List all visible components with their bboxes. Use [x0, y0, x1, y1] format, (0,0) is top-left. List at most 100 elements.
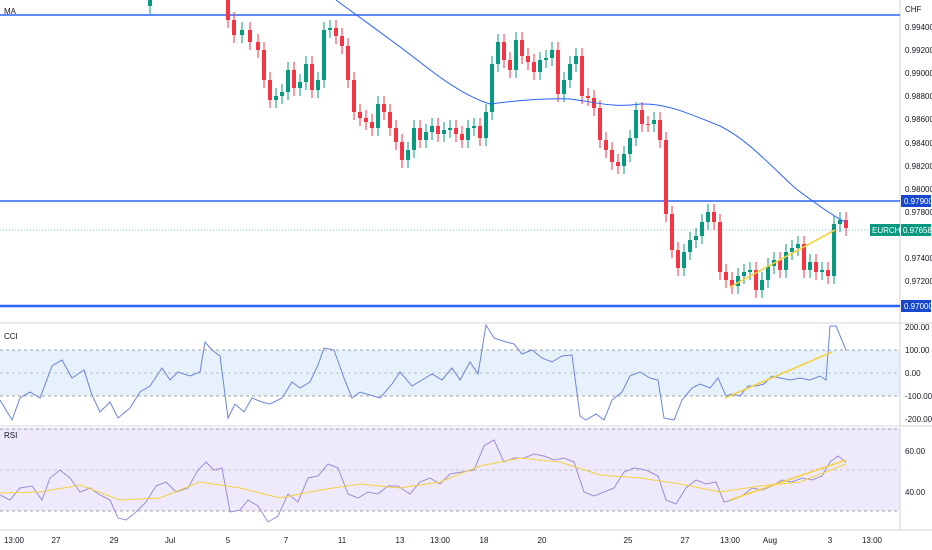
- candle-down: [478, 126, 482, 138]
- time-tick-label: 27: [52, 536, 61, 545]
- candle-up: [688, 240, 692, 252]
- candle-down: [364, 118, 368, 122]
- level-tag-0.970: 0.97000: [904, 302, 932, 311]
- candle-down: [352, 80, 356, 112]
- price-tick-label: 0.98400: [905, 139, 932, 148]
- candle-down: [382, 104, 386, 112]
- candle-down: [394, 128, 398, 142]
- candle-down: [256, 42, 260, 50]
- rsi-tick-label: 40.00: [905, 488, 926, 497]
- candle-up: [832, 224, 836, 276]
- cci-axis: 200.00 100.00 0.00 -100.00 -200.00: [905, 323, 932, 424]
- candle-down: [616, 162, 620, 166]
- candle-up: [496, 42, 500, 64]
- candle-down: [754, 270, 758, 290]
- candle-up: [240, 30, 244, 35]
- cci-tick-label: -100.00: [905, 392, 932, 401]
- candle-up: [694, 236, 698, 240]
- candle-down: [586, 96, 590, 98]
- level-tag-0.979: 0.97900: [904, 197, 932, 206]
- candles-layer: [148, 0, 848, 298]
- candle-up: [622, 154, 626, 166]
- price-tick-label: 0.97400: [905, 254, 932, 263]
- candle-up: [304, 64, 308, 82]
- candle-up: [838, 220, 842, 224]
- candle-down: [418, 128, 422, 140]
- trend-line-cci[interactable]: [724, 351, 833, 399]
- cci-tick-label: -200.00: [905, 415, 932, 424]
- candle-down: [520, 40, 524, 56]
- price-tag-bg: [901, 224, 931, 236]
- candle-down: [436, 126, 440, 134]
- cci-tick-label: 0.00: [905, 369, 921, 378]
- price-tick-label: 0.98600: [905, 115, 932, 124]
- candle-up: [484, 112, 488, 138]
- time-tick-label: 18: [480, 536, 489, 545]
- candle-down: [358, 112, 362, 118]
- trend-line-rsi[interactable]: [729, 459, 847, 501]
- candle-up: [682, 252, 686, 268]
- candle-down: [826, 270, 830, 276]
- candle-up: [550, 50, 554, 58]
- price-tick-label: 0.99200: [905, 46, 932, 55]
- time-tick-label: 29: [110, 536, 119, 545]
- candle-down: [580, 56, 584, 96]
- candle-down: [844, 220, 848, 228]
- candle-down: [718, 222, 722, 272]
- candle-down: [502, 42, 506, 60]
- candle-up: [424, 132, 428, 140]
- time-tick-label: 27: [681, 536, 690, 545]
- cci-tick-label: 100.00: [905, 346, 930, 355]
- candle-down: [670, 214, 674, 250]
- candle-up: [538, 60, 542, 72]
- candle-up: [322, 30, 326, 80]
- candle-down: [340, 36, 344, 46]
- time-tick-label: 20: [538, 536, 547, 545]
- candle-down: [604, 140, 608, 150]
- candle-up: [700, 222, 704, 236]
- candle-up: [736, 276, 740, 286]
- candle-up: [820, 270, 824, 272]
- candle-down: [262, 50, 266, 80]
- rsi-ma-line: [0, 457, 847, 501]
- rsi-band: [0, 428, 900, 511]
- candle-down: [248, 30, 252, 42]
- candle-down: [508, 60, 512, 70]
- cci-label: CCI: [4, 332, 18, 341]
- ma-line: [335, 0, 846, 223]
- candle-down: [730, 280, 734, 286]
- candle-down: [658, 120, 662, 140]
- rsi-label: RSI: [4, 431, 17, 440]
- time-tick-label: 3: [828, 536, 833, 545]
- price-axis: 0.99400 0.99200 0.99000 0.98800 0.98600 0.984…: [905, 23, 932, 286]
- symbol-tag-bg: [870, 224, 900, 236]
- candle-down: [400, 142, 404, 160]
- time-tick-label: 13:00: [862, 536, 883, 545]
- candle-up: [466, 128, 470, 140]
- candle-down: [310, 64, 314, 90]
- candle-up: [568, 64, 572, 80]
- candle-up: [280, 92, 284, 96]
- candle-down: [712, 212, 716, 222]
- candle-up: [706, 212, 710, 222]
- candle-down: [268, 80, 272, 100]
- time-tick-label: 13:00: [720, 536, 741, 545]
- candle-up: [406, 150, 410, 160]
- candle-up: [448, 128, 452, 130]
- time-axis: 13:00 27 29 Jul 5 7 11 13 13:00 18 20 25 27 13:00 Aug 3…: [4, 536, 883, 545]
- rsi-line: [0, 439, 847, 523]
- trend-line-price[interactable]: [729, 229, 836, 288]
- candle-up: [748, 270, 752, 272]
- candle-up: [790, 248, 794, 252]
- candle-down: [460, 134, 464, 140]
- symbol-tag: EURCHF: [872, 226, 905, 235]
- candle-down: [778, 260, 782, 270]
- candle-up: [490, 64, 494, 112]
- level-tag-0.970-bg: [901, 300, 931, 312]
- candle-up: [286, 70, 290, 92]
- rsi-tick-label: 60.00: [905, 447, 926, 456]
- candle-up: [148, 0, 152, 6]
- time-tick-label: 13:00: [430, 536, 451, 545]
- candle-up: [766, 266, 770, 280]
